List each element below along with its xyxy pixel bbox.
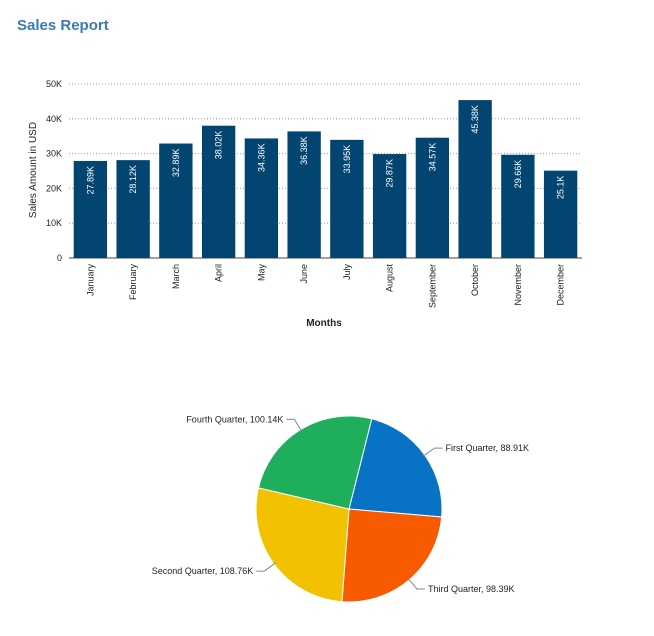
bar-x-tick-label: September (427, 264, 437, 308)
bar (330, 139, 364, 258)
pie-slice-label: Third Quarter, 98.39K (428, 584, 515, 594)
bar-data-label: 25.1K (556, 176, 566, 200)
pie-label-connector (256, 562, 276, 572)
bar (159, 143, 193, 258)
bar-x-tick-label: May (256, 264, 266, 282)
bar-data-label: 32.89K (171, 149, 181, 178)
pie-label-connector (286, 418, 303, 432)
pie-slice-label: Second Quarter, 108.76K (152, 566, 254, 576)
bar (73, 160, 108, 258)
bar-y-tick-label: 10K (46, 218, 62, 228)
bar-x-tick-label: November (513, 264, 523, 306)
bar-data-label: 27.89K (85, 166, 95, 195)
bar-data-label: 33.95K (342, 145, 352, 174)
bar-x-tick-label: December (556, 264, 566, 306)
bar (116, 160, 150, 258)
bar-y-tick-label: 50K (46, 79, 62, 89)
bar-x-tick-label: June (299, 264, 309, 284)
bar-x-tick-label: July (342, 264, 352, 281)
bar-data-label: 38.02K (214, 131, 224, 160)
bar (244, 138, 279, 258)
bar-data-label: 34.36K (256, 143, 266, 172)
bar-x-tick-label: April (214, 264, 224, 282)
bar-data-labels: 27.89K 28.12K 32.89K 38.02K 34.36K 36.38K 33.9… (85, 105, 565, 199)
bar (543, 170, 578, 258)
pie-slice-label: Fourth Quarter, 100.14K (186, 414, 283, 424)
bar-x-tick-label: March (171, 264, 181, 289)
bar-data-label: 28.12K (128, 165, 138, 194)
bar-y-tick-label: 20K (46, 183, 62, 193)
bar-data-label: 34.57K (427, 143, 437, 172)
bar (201, 125, 236, 258)
pie-slices (255, 415, 443, 603)
bar-series (73, 100, 578, 258)
bar-x-axis: January February March April May June July Augu… (85, 264, 565, 309)
pie-slice (341, 508, 443, 603)
bar-y-tick-label: 0 (57, 253, 62, 263)
bar-x-tick-label: January (85, 264, 95, 297)
bar-y-tick-label: 30K (46, 149, 62, 159)
bar-x-tick-label: August (385, 264, 395, 293)
bar-x-axis-label: Months (306, 318, 342, 329)
bar-y-axis-label: Sales Amount in USD (28, 122, 39, 218)
pie-labels: First Quarter, 88.91K Third Quarter, 98.3… (152, 414, 529, 594)
monthly-sales-bar-chart: 0 10K 20K 30K 40K 50K 27.89K 28.12K 32.89K 38.02… (28, 79, 582, 329)
bar (458, 100, 492, 258)
bar-x-tick-label: October (470, 264, 480, 296)
bar-data-label: 29.66K (513, 160, 523, 189)
bar (372, 154, 407, 258)
pie-label-connector (407, 578, 425, 590)
bar-data-label: 36.38K (299, 136, 309, 165)
bar (287, 131, 321, 258)
page-title: Sales Report (17, 17, 109, 34)
bar-x-tick-label: February (128, 264, 138, 301)
bar-grid (69, 83, 582, 259)
bar (415, 137, 450, 258)
pie-label-connector (422, 447, 443, 457)
bar (501, 154, 535, 258)
bar-y-axis: 0 10K 20K 30K 40K 50K (46, 79, 62, 263)
pie-slice-label: First Quarter, 88.91K (446, 443, 530, 453)
bar-data-label: 29.87K (385, 159, 395, 188)
bar-y-tick-label: 40K (46, 114, 62, 124)
bar-data-label: 45.38K (470, 105, 480, 134)
